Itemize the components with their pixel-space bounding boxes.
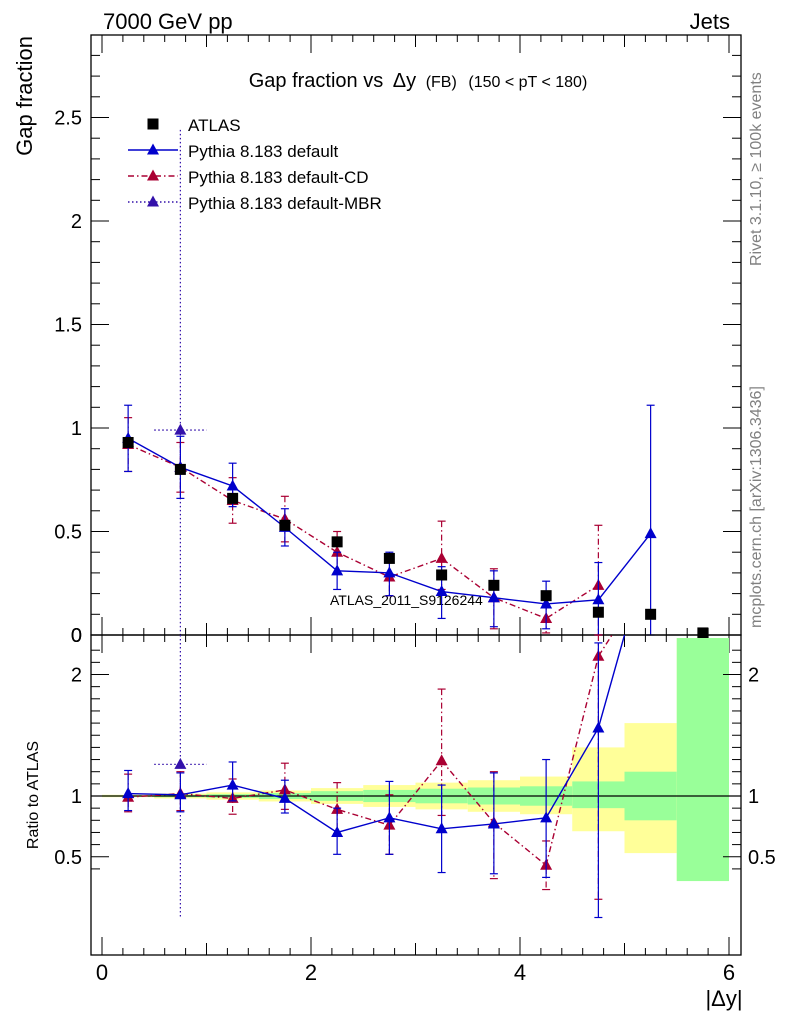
ratio-marker xyxy=(435,822,448,834)
legend-label: Pythia 8.183 default-CD xyxy=(188,168,369,187)
atlas-data-point xyxy=(122,436,134,448)
atlas-data-point xyxy=(436,569,448,581)
atlas-data-point xyxy=(645,608,657,620)
ratio-marker xyxy=(122,787,135,799)
main-marker xyxy=(435,585,448,597)
atlas-data-point xyxy=(227,492,239,504)
legend-marker xyxy=(147,169,159,181)
ratio-marker xyxy=(487,817,500,829)
ratio-marker xyxy=(383,811,396,823)
main-title: Gap fraction vs Δy (FB) (150 < pT < 180) xyxy=(249,70,588,92)
x-tick-label: 4 xyxy=(514,960,526,985)
y-tick-label-zero-cut: 0 xyxy=(71,625,82,647)
y-tick-label: 1.5 xyxy=(54,315,82,337)
ratio-y-tick-label: 0.5 xyxy=(54,847,82,869)
atlas-data-point xyxy=(540,590,552,602)
legend-label: Pythia 8.183 default-MBR xyxy=(188,194,382,213)
main-marker xyxy=(435,551,448,563)
main-marker xyxy=(592,593,605,605)
ratio-marker xyxy=(331,825,344,837)
x-tick-label: 0 xyxy=(96,960,108,985)
ratio-ylabel: Ratio to ATLAS xyxy=(25,741,42,849)
side-mcplots-label: mcplots.cern.ch [arXiv:1306.3436] xyxy=(748,386,765,628)
atlas-data-point xyxy=(697,627,709,639)
ratio-line-1 xyxy=(128,634,613,867)
title-prefix: Gap fraction vs xyxy=(249,70,384,92)
ratio-y-tick-label-right: 1 xyxy=(748,786,759,808)
process-label: Jets xyxy=(690,9,730,34)
ratio-marker xyxy=(278,791,291,803)
y-tick-label: 1 xyxy=(71,418,82,440)
atlas-data-point xyxy=(383,552,395,564)
main-marker xyxy=(174,423,187,435)
title-suffix: (FB) xyxy=(426,74,457,91)
legend-marker xyxy=(147,143,159,155)
ratio-y-tick-label: 2 xyxy=(71,665,82,687)
side-rivet-label: Rivet 3.1.10, ≥ 100k events xyxy=(748,72,765,266)
ratio-y-tick-label: 1 xyxy=(71,786,82,808)
atlas-data-point xyxy=(174,463,186,475)
y-tick-label: 0 xyxy=(71,625,82,647)
atlas-data-point xyxy=(331,536,343,548)
atlas-data-point xyxy=(488,579,500,591)
legend-label: ATLAS xyxy=(188,116,241,135)
main-ylabel: Gap fraction xyxy=(12,36,37,156)
ratio-marker xyxy=(226,778,239,790)
ratio-marker xyxy=(592,721,605,733)
energy-label: 7000 GeV pp xyxy=(103,9,233,34)
legend-marker xyxy=(147,195,159,207)
title-cut: (150 < pT < 180) xyxy=(468,74,587,91)
ratio-panel: 0 2 4 6 0.5 0.5 1 1 2 2 xyxy=(54,634,776,985)
main-marker xyxy=(226,479,239,491)
main-marker xyxy=(331,545,344,557)
main-marker xyxy=(383,566,396,578)
y-tick-label: 2 xyxy=(71,211,82,233)
x-tick-label: 6 xyxy=(723,960,735,985)
ratio-marker xyxy=(174,757,187,769)
main-marker xyxy=(331,564,344,576)
ratio-y-tick-label-right: 0.5 xyxy=(748,847,776,869)
x-axis-label: |Δy| xyxy=(705,986,742,1011)
main-panel: 00.511.522.50ATLAS_2011_S9126244ATLASPyt… xyxy=(54,34,742,955)
y-tick-label: 0.5 xyxy=(54,522,82,544)
main-marker xyxy=(540,597,553,609)
main-marker xyxy=(487,591,500,603)
title-variable: Δy xyxy=(393,70,416,92)
ratio-marker xyxy=(435,754,448,766)
ratio-frame xyxy=(90,634,742,956)
legend-atlas-marker xyxy=(147,118,159,130)
ratio-marker xyxy=(174,788,187,800)
legend-label: Pythia 8.183 default xyxy=(188,142,339,161)
y-tick-label: 2.5 xyxy=(54,108,82,130)
x-tick-label: 2 xyxy=(305,960,317,985)
band-inner-bin xyxy=(676,638,729,882)
svg-text:Gap fraction vs Δy: Gap fraction vs Δy (FB) (150 < pT < 180) xyxy=(249,70,588,92)
ratio-marker xyxy=(540,811,553,823)
main-marker xyxy=(644,527,657,539)
atlas-data-point xyxy=(279,519,291,531)
atlas-data-point xyxy=(592,606,604,618)
ratio-y-tick-label-right: 2 xyxy=(748,665,759,687)
